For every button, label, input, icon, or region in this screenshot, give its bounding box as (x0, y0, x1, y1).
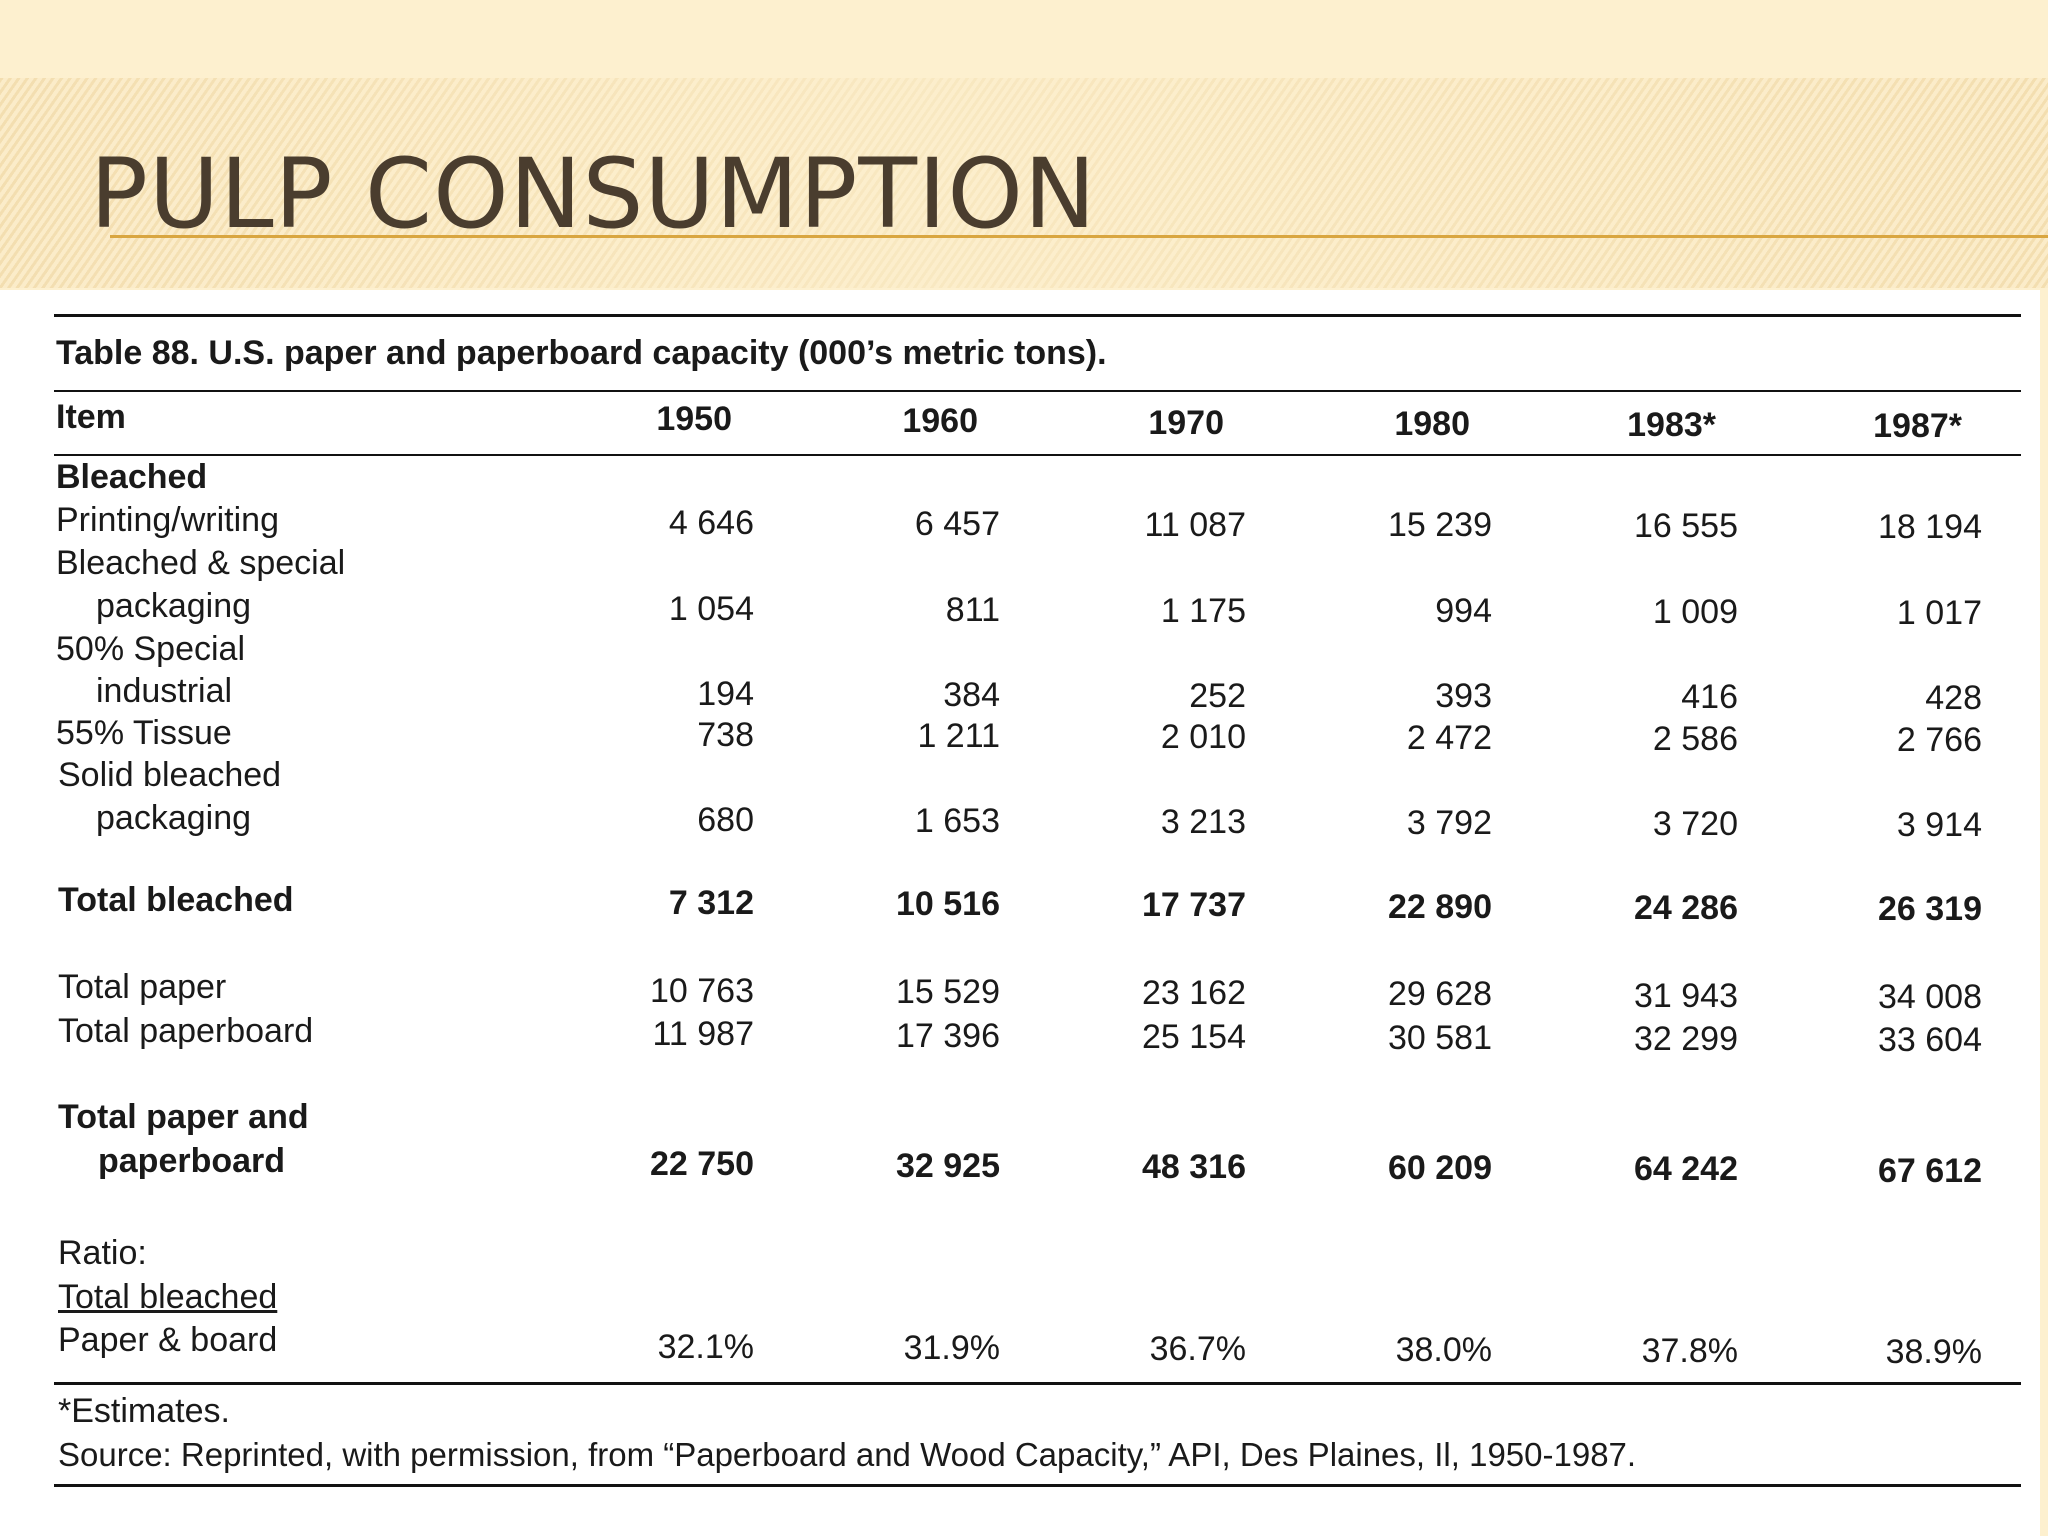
table-cell: 25 154 (1142, 1018, 1246, 1056)
table-cell: 38.9% (1885, 1333, 1982, 1371)
table-cell: 10 763 (650, 972, 754, 1010)
table-cell: 24 286 (1634, 889, 1738, 927)
table-cell: 1 054 (668, 590, 754, 628)
table-cell: 48 316 (1142, 1148, 1246, 1186)
column-header: 1987* (1873, 407, 1962, 445)
table-cell: 11 987 (652, 1015, 754, 1053)
table-cell: 428 (1925, 679, 1982, 717)
table-cell: 3 792 (1406, 804, 1492, 842)
table-cell: 32 925 (896, 1147, 1000, 1185)
table-cell: 1 211 (917, 717, 1000, 755)
table-cell: 15 529 (896, 973, 1000, 1011)
row-label: Printing/writing (56, 501, 279, 539)
column-header: 1950 (656, 400, 732, 438)
table-cell: 252 (1189, 677, 1246, 715)
row-label: industrial (96, 672, 233, 710)
table-cell: 17 737 (1142, 886, 1246, 924)
column-header: 1970 (1148, 404, 1224, 442)
row-label: Paper & board (58, 1321, 278, 1359)
table-cell: 6 457 (914, 505, 1000, 543)
table-cell: 11 087 (1144, 506, 1246, 544)
table-cell: 36.7% (1149, 1330, 1246, 1368)
slide-title: PULP CONSUMPTION (90, 138, 1097, 250)
table-cell: 31.9% (903, 1329, 1000, 1367)
table-cell: 31 943 (1634, 977, 1738, 1015)
table-cell: 32 299 (1634, 1020, 1738, 1058)
column-header: 1960 (902, 402, 978, 440)
table-cell: 33 604 (1878, 1021, 1982, 1059)
table-cell: 60 209 (1388, 1149, 1492, 1187)
table-caption: Table 88. U.S. paper and paperboard capa… (56, 334, 1107, 372)
row-label: 55% Tissue (56, 714, 232, 752)
table-footnote: *Estimates. (58, 1392, 230, 1430)
table-cell: 10 516 (896, 885, 1000, 923)
table-cell: 3 720 (1652, 805, 1738, 843)
row-label: Total paperboard (58, 1012, 314, 1050)
header-bottom-rule (54, 454, 2021, 456)
table-cell: 15 239 (1388, 506, 1492, 544)
table-cell: 738 (697, 716, 754, 754)
table-cell: 64 242 (1634, 1150, 1738, 1188)
row-label: 50% Special (56, 630, 246, 668)
table-cell: 3 914 (1896, 806, 1982, 844)
table-cell: 34 008 (1878, 978, 1982, 1016)
title-band-pattern (0, 78, 2048, 288)
table-cell: 37.8% (1641, 1332, 1738, 1370)
table-cell: 384 (943, 676, 1000, 714)
table-cell: 194 (697, 675, 754, 713)
row-label: packaging (96, 799, 252, 837)
title-underline (110, 235, 2048, 238)
table-cell: 2 472 (1406, 719, 1492, 757)
table-cell: 16 555 (1634, 507, 1738, 545)
table-cell: 416 (1681, 678, 1738, 716)
column-header: 1983* (1627, 406, 1716, 444)
table-end-rule (54, 1484, 2021, 1487)
table-cell: 22 750 (650, 1145, 754, 1183)
table-cell: 38.0% (1395, 1331, 1492, 1369)
table-cell: 1 175 (1160, 592, 1246, 630)
row-label: Total bleached (58, 881, 294, 919)
row-label: paperboard (98, 1142, 286, 1180)
table-cell: 2 010 (1160, 718, 1246, 756)
table-cell: 1 017 (1896, 594, 1982, 632)
table-cell: 1 653 (914, 802, 1000, 840)
table-cell: 30 581 (1388, 1019, 1492, 1057)
table-image: Table 88. U.S. paper and paperboard capa… (0, 290, 2040, 1536)
row-label: Total paper and (58, 1098, 309, 1136)
table-cell: 32.1% (657, 1328, 754, 1366)
table-cell: 3 213 (1160, 803, 1246, 841)
table-cell: 4 646 (668, 504, 754, 542)
table-cell: 994 (1435, 592, 1492, 630)
row-label: Total bleached (58, 1278, 278, 1316)
table-cell: 17 396 (896, 1017, 1000, 1055)
header-top-rule (54, 390, 2021, 392)
table-cell: 393 (1435, 677, 1492, 715)
table-cell: 7 312 (668, 884, 754, 922)
row-label: Ratio: (58, 1234, 147, 1272)
row-label: Total paper (58, 968, 227, 1006)
table-cell: 18 194 (1878, 508, 1982, 546)
table-cell: 23 162 (1142, 974, 1246, 1012)
section-label: Bleached (56, 458, 208, 496)
row-label: Solid bleached (58, 756, 282, 794)
table-top-rule (54, 314, 2021, 317)
table-cell: 2 586 (1652, 720, 1738, 758)
table-cell: 29 628 (1388, 975, 1492, 1013)
table-cell: 26 319 (1878, 890, 1982, 928)
table-cell: 22 890 (1388, 888, 1492, 926)
table-cell: 2 766 (1896, 721, 1982, 759)
table-source: Source: Reprinted, with permission, from… (58, 1436, 1637, 1473)
item-header: Item (56, 398, 126, 436)
table-cell: 1 009 (1652, 593, 1738, 631)
column-header: 1980 (1394, 405, 1470, 443)
table-cell: 680 (697, 801, 754, 839)
table-bottom-rule (54, 1382, 2021, 1385)
row-label: Bleached & special (56, 544, 346, 582)
table-cell: 811 (945, 591, 1000, 629)
table-cell: 67 612 (1878, 1152, 1982, 1190)
row-label: packaging (96, 587, 252, 625)
